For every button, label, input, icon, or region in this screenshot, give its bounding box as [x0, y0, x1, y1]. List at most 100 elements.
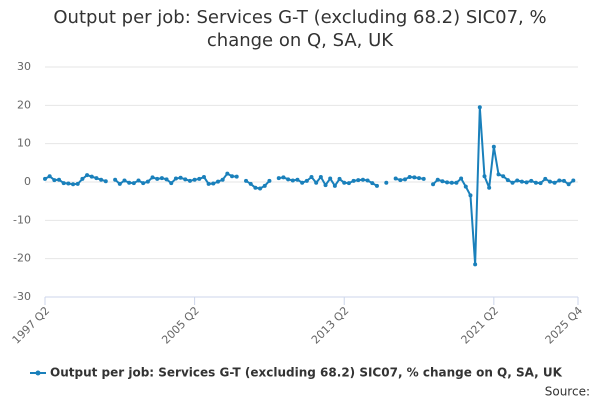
point: [571, 178, 576, 183]
x-tick-label: 2021 Q2: [459, 304, 502, 347]
point: [309, 175, 314, 180]
point: [258, 186, 263, 191]
y-tick-label: -30: [13, 290, 31, 303]
point: [374, 183, 379, 188]
point: [557, 178, 562, 183]
point: [524, 180, 529, 185]
point: [505, 178, 510, 183]
point: [89, 174, 94, 179]
point: [323, 183, 328, 188]
legend-label: Output per job: Services G-T (excluding …: [50, 366, 563, 380]
point: [234, 174, 239, 179]
point: [543, 176, 548, 181]
point: [403, 177, 408, 182]
point: [351, 178, 356, 183]
point: [43, 176, 47, 181]
point: [328, 176, 333, 181]
point: [318, 175, 323, 180]
y-tick-label: 20: [17, 98, 31, 111]
point: [496, 172, 501, 177]
point: [491, 144, 496, 149]
point: [515, 178, 520, 183]
point: [220, 177, 225, 182]
y-tick-label: -10: [13, 213, 31, 226]
point: [295, 177, 300, 182]
point: [113, 177, 118, 182]
point: [412, 175, 417, 180]
point: [463, 184, 468, 189]
point: [141, 181, 146, 186]
point: [206, 181, 211, 186]
point: [286, 177, 291, 182]
point: [85, 173, 90, 178]
point: [561, 178, 566, 183]
point: [155, 176, 160, 181]
point: [314, 180, 319, 185]
point: [454, 180, 459, 185]
point: [519, 179, 524, 184]
point: [253, 185, 258, 190]
point: [99, 177, 104, 182]
y-tick-label: 10: [17, 137, 31, 150]
point: [365, 178, 370, 183]
point: [131, 181, 136, 186]
point: [183, 177, 188, 182]
point: [384, 180, 389, 185]
point: [248, 181, 253, 186]
point: [52, 178, 57, 183]
legend-marker: [35, 370, 41, 376]
point: [75, 181, 80, 186]
y-tick-label: -20: [13, 252, 31, 265]
point: [281, 175, 286, 180]
point: [192, 177, 197, 182]
point: [178, 175, 183, 180]
point: [407, 175, 412, 180]
point: [145, 179, 150, 184]
point: [482, 174, 487, 179]
point: [61, 181, 66, 186]
point: [201, 175, 206, 180]
point: [304, 178, 309, 183]
point: [538, 181, 543, 186]
point: [356, 178, 361, 183]
point: [164, 177, 169, 182]
point: [370, 181, 375, 186]
point: [529, 178, 534, 183]
point: [300, 180, 305, 185]
point: [566, 182, 571, 187]
point: [159, 176, 164, 181]
point: [150, 175, 155, 180]
point: [468, 193, 473, 198]
point: [230, 174, 235, 179]
point: [197, 176, 202, 181]
point: [290, 178, 295, 183]
point: [431, 182, 436, 187]
y-tick-label: 0: [24, 175, 31, 188]
point: [360, 177, 365, 182]
point: [211, 181, 216, 186]
point: [71, 182, 76, 187]
point: [477, 105, 482, 110]
point: [117, 181, 122, 186]
point: [487, 185, 492, 190]
line: [44, 107, 574, 265]
point: [473, 262, 478, 267]
point: [80, 176, 85, 181]
point: [244, 178, 249, 183]
point: [169, 181, 174, 186]
x-tick-label: 2005 Q2: [159, 304, 202, 347]
point: [122, 178, 127, 183]
point: [421, 176, 426, 181]
point: [501, 174, 506, 179]
point: [417, 176, 422, 181]
point: [510, 180, 515, 185]
point: [262, 183, 267, 188]
point: [47, 174, 52, 179]
point: [173, 176, 178, 181]
point: [94, 176, 99, 181]
point: [533, 180, 538, 185]
point: [136, 178, 141, 183]
point: [127, 180, 132, 185]
